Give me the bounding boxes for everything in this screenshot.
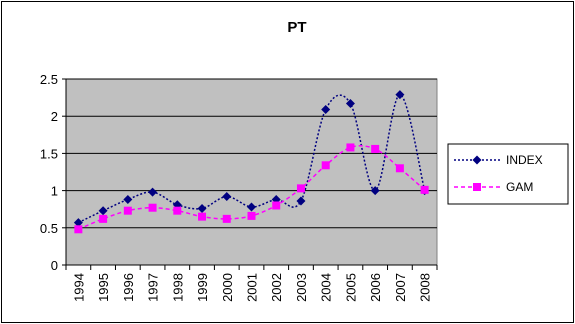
data-point-index (148, 187, 158, 197)
x-tick-label: 2004 (319, 273, 334, 302)
y-tick-label: 2 (51, 109, 58, 124)
x-tick-label: 2005 (343, 273, 358, 302)
data-point-gam (99, 214, 108, 223)
data-point-gam (198, 212, 207, 221)
data-point-gam (173, 206, 182, 215)
data-point-index (370, 186, 380, 196)
data-point-index (296, 196, 306, 206)
data-point-gam (222, 214, 231, 223)
plot-area (65, 78, 438, 266)
legend-label-gam: GAM (506, 180, 533, 194)
x-tick-label: 1995 (96, 273, 111, 302)
legend-label-index: INDEX (506, 153, 543, 167)
data-point-gam (296, 184, 305, 193)
data-point-gam (123, 206, 132, 215)
data-point-gam (395, 164, 404, 173)
y-tick-label: 0 (51, 258, 58, 273)
y-tick-label: 1 (51, 184, 58, 199)
x-tick-label: 1998 (170, 273, 185, 302)
x-tick-label: 2007 (393, 273, 408, 302)
legend-marker-index (472, 155, 482, 165)
data-point-index (222, 192, 232, 202)
legend: INDEX GAM (447, 143, 569, 205)
x-tick-label: 2001 (245, 273, 260, 302)
legend-box (447, 143, 569, 205)
y-tick-label: 0.5 (40, 221, 58, 236)
y-tick-label: 2.5 (40, 72, 58, 87)
x-tick-label: 1999 (195, 273, 210, 302)
data-point-gam (272, 201, 281, 210)
data-point-index (123, 195, 133, 205)
data-point-gam (148, 203, 157, 212)
series-layer (73, 90, 430, 234)
data-point-gam (247, 211, 256, 220)
x-tick-label: 2002 (269, 273, 284, 302)
x-tick-label: 1997 (146, 273, 161, 302)
data-point-index (197, 203, 207, 213)
data-point-index (247, 202, 256, 212)
data-point-index (395, 90, 405, 100)
legend-marker-gam (473, 183, 481, 191)
data-point-index (345, 99, 355, 109)
data-point-gam (74, 225, 83, 234)
data-point-gam (420, 185, 429, 194)
x-tick-label: 2000 (220, 273, 235, 302)
x-tick-label: 2008 (418, 273, 433, 302)
axes: 0 0.5 1 1.5 2 2.5 1994 1995 1996 1997 1998 1999 2000… (40, 72, 438, 302)
data-point-gam (346, 143, 355, 152)
data-point-index (73, 218, 83, 228)
data-point-gam (321, 161, 330, 170)
y-tick-label: 1.5 (40, 146, 58, 161)
x-tick-label: 2006 (368, 273, 383, 302)
x-tick-label: 1994 (71, 273, 86, 302)
x-tick-label: 1996 (121, 273, 136, 302)
chart-title: PT (287, 19, 306, 36)
data-point-index (98, 206, 108, 216)
data-point-gam (371, 144, 380, 153)
x-tick-label: 2003 (294, 273, 309, 302)
data-point-index (321, 105, 331, 115)
